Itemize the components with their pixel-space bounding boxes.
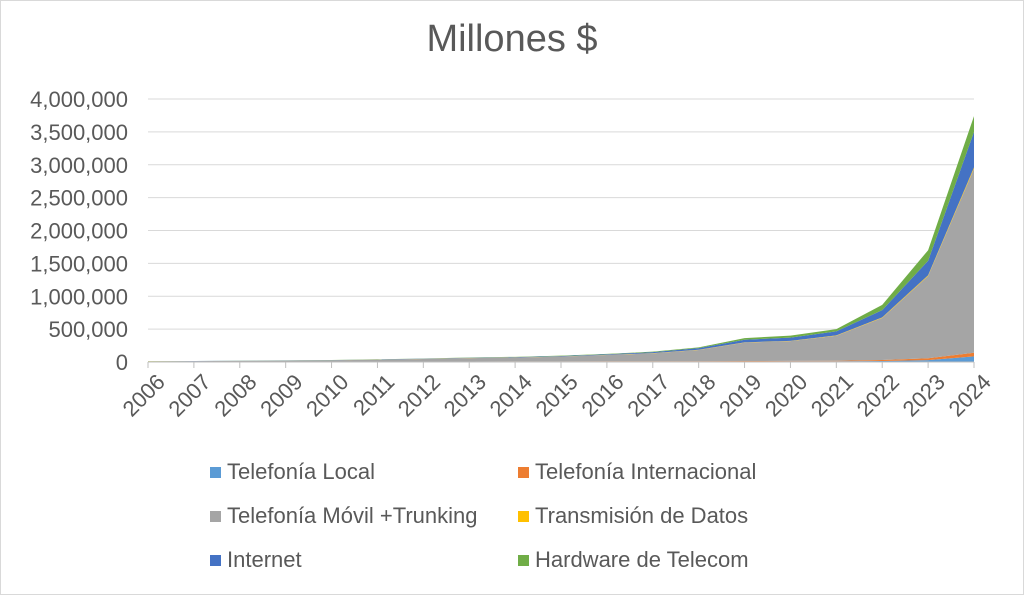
legend-item: Telefonía Móvil +Trunking <box>210 499 518 533</box>
legend-swatch <box>210 466 221 478</box>
y-tick-label: 2,000,000 <box>30 219 128 244</box>
legend-label: Hardware de Telecom <box>535 547 749 572</box>
legend-swatch <box>210 554 221 566</box>
stacked-areas <box>148 116 974 362</box>
x-tick-label: 2020 <box>760 369 812 421</box>
y-tick-labels: 0 500,000 1,000,000 1,500,000 2,000,000 2,500… <box>30 87 128 375</box>
legend-item: Transmisión de Datos <box>518 499 838 533</box>
legend-label: Transmisión de Datos <box>535 503 749 528</box>
legend-swatch <box>518 554 529 566</box>
legend: Telefonía Local Telefonía Internacional Te… <box>210 455 850 577</box>
x-tick-label: 2011 <box>348 369 399 420</box>
legend-label: Internet <box>227 547 302 572</box>
y-tick-label: 1,000,000 <box>30 284 128 309</box>
x-tick-label: 2023 <box>898 369 950 421</box>
legend-swatch <box>518 510 529 522</box>
y-tick-label: 1,500,000 <box>30 251 128 276</box>
y-tick-label: 3,500,000 <box>30 120 128 145</box>
legend-item: Telefonía Internacional <box>518 455 838 489</box>
legend-label: Telefonía Local <box>227 459 375 484</box>
x-tick-label: 2016 <box>576 369 628 421</box>
y-tick-label: 4,000,000 <box>30 87 128 112</box>
x-tick-label: 2022 <box>852 369 904 421</box>
legend-item: Hardware de Telecom <box>518 543 838 577</box>
legend-swatch <box>210 510 221 522</box>
y-tick-label: 3,000,000 <box>30 153 128 178</box>
x-tick-label: 2012 <box>393 369 445 421</box>
legend-label: Telefonía Internacional <box>535 459 757 484</box>
chart-title: Millones $ <box>426 18 598 60</box>
x-tick-label: 2024 <box>944 369 996 421</box>
area-internet <box>148 131 974 362</box>
y-tick-label: 500,000 <box>48 317 128 342</box>
x-tick-label: 2010 <box>301 369 353 421</box>
legend-label: Telefonía Móvil +Trunking <box>227 503 478 528</box>
x-tick-label: 2008 <box>209 369 261 421</box>
x-tick-label: 2018 <box>668 369 720 421</box>
area-telefonia-local <box>148 356 974 362</box>
x-tick-label: 2015 <box>531 369 583 421</box>
legend-item: Telefonía Local <box>210 455 518 489</box>
x-tick-label: 2009 <box>255 369 307 421</box>
x-tick-label: 2013 <box>439 369 491 421</box>
gridlines <box>148 98 974 330</box>
x-tick-label: 2019 <box>714 369 766 421</box>
x-tick-label: 2007 <box>163 369 215 421</box>
x-tick-label: 2014 <box>485 369 537 421</box>
area-hardware-de-telecom <box>148 116 974 362</box>
legend-swatch <box>518 466 529 478</box>
legend-item: Internet <box>210 543 518 577</box>
x-tick-label: 2006 <box>118 369 170 421</box>
y-tick-label: 0 <box>116 350 128 375</box>
y-tick-label: 2,500,000 <box>30 186 128 211</box>
x-tick-label: 2021 <box>806 369 858 421</box>
axes <box>147 361 975 368</box>
x-tick-label: 2017 <box>622 369 674 421</box>
x-tick-labels: 2006200720082009201020112012201320142015… <box>118 369 996 421</box>
area-telefonia-movil-trunking <box>148 168 974 362</box>
